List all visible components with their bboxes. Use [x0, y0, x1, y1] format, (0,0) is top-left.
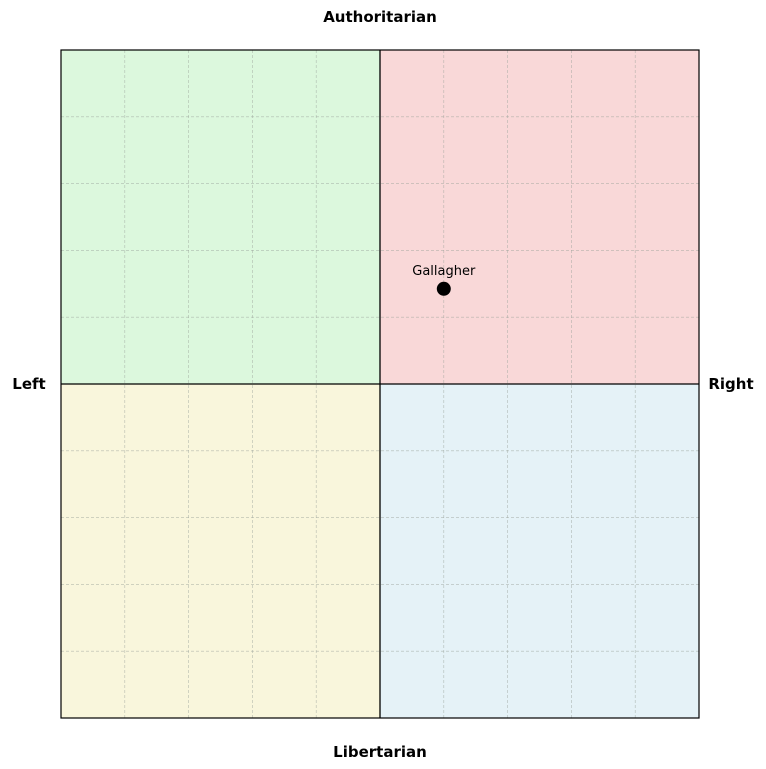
quadrant-top-left — [61, 50, 380, 384]
axis-label-right: Right — [708, 375, 753, 393]
quadrant-top-right — [380, 50, 699, 384]
data-point — [436, 281, 451, 296]
quadrant-layer — [61, 50, 699, 718]
axis-layer — [60, 49, 700, 719]
grid-layer — [61, 50, 699, 718]
axis-label-libertarian: Libertarian — [333, 743, 427, 761]
point-layer: Gallagher — [412, 264, 476, 296]
axis-label-left: Left — [12, 375, 45, 393]
plot-frame — [60, 49, 700, 719]
quadrant-bottom-right — [380, 384, 699, 718]
quadrant-bottom-left — [61, 384, 380, 718]
data-point-label: Gallagher — [412, 264, 476, 279]
axis-label-authoritarian: Authoritarian — [323, 8, 437, 26]
